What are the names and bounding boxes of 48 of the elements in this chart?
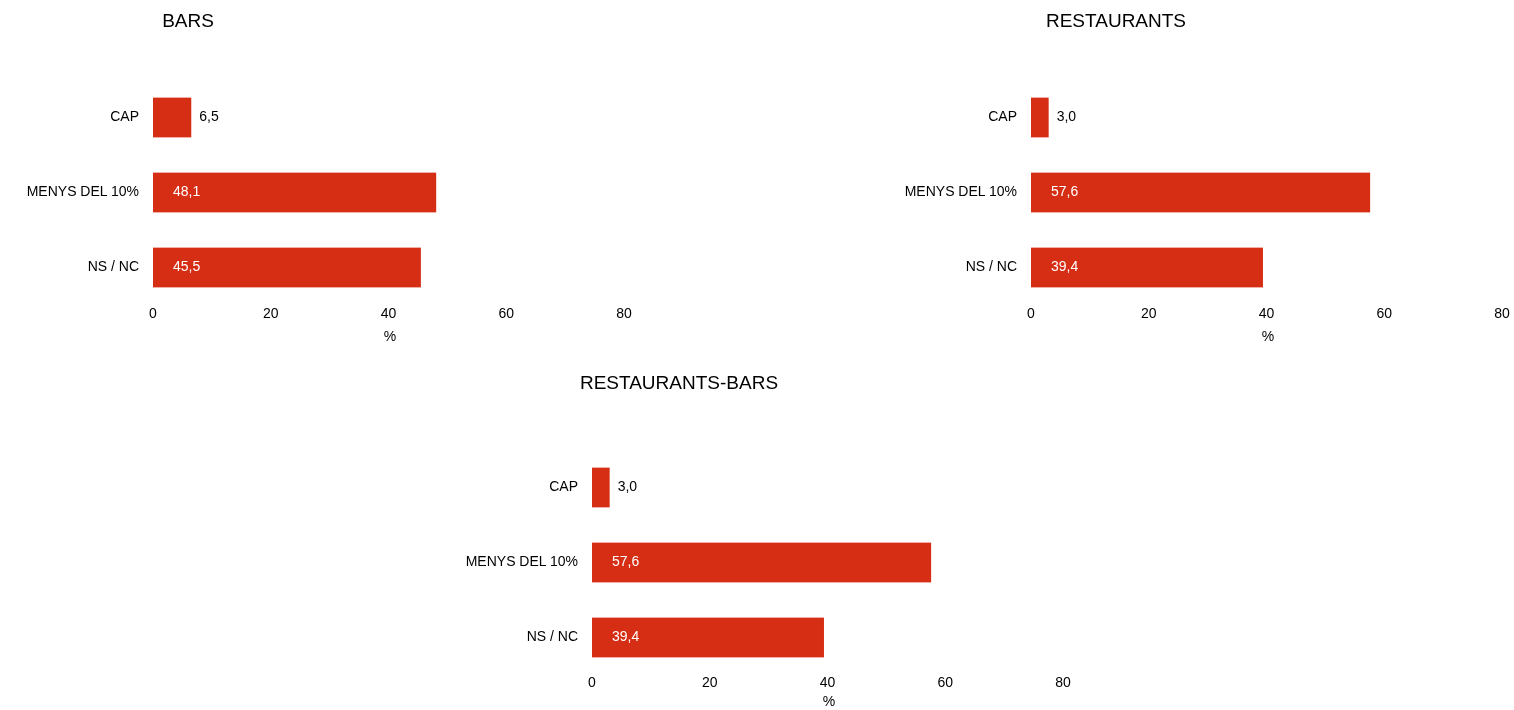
data-label: 45,5: [173, 258, 201, 275]
x-tick-label: 60: [498, 305, 515, 321]
data-label: 3,0: [617, 478, 638, 495]
bar: [153, 97, 192, 138]
x-tick-label: 20: [1140, 305, 1157, 321]
chart-title: BARS: [162, 10, 214, 31]
bar: [153, 247, 421, 288]
y-tick-label: MENYS DEL 10%: [26, 183, 139, 200]
x-tick-label: 80: [616, 305, 632, 321]
chart-title: RESTAURANTS-BARS: [579, 372, 779, 393]
x-tick-label: 0: [149, 305, 158, 321]
data-label: 39,4: [1051, 258, 1079, 275]
y-tick-label: NS / NC: [526, 628, 578, 645]
bar: [1031, 97, 1049, 138]
x-axis-title: %: [1261, 328, 1275, 344]
y-tick-label: NS / NC: [87, 258, 139, 275]
bar: [1031, 172, 1371, 213]
y-tick-label: CAP: [110, 108, 139, 125]
data-label: 6,5: [199, 108, 219, 125]
bar: [592, 617, 824, 658]
chart-title: RESTAURANTS: [1045, 10, 1187, 31]
x-tick-label: 80: [1055, 674, 1071, 690]
x-axis-title: %: [383, 328, 397, 344]
data-label: 57,6: [1051, 183, 1079, 200]
x-tick-label: 0: [1027, 305, 1036, 321]
x-axis-title: %: [822, 693, 836, 709]
bar: [592, 542, 932, 583]
x-tick-label: 40: [380, 305, 397, 321]
x-tick-label: 60: [1376, 305, 1393, 321]
x-tick-label: 40: [1258, 305, 1275, 321]
x-tick-label: 20: [262, 305, 279, 321]
data-label: 39,4: [612, 628, 640, 645]
bar: [592, 467, 610, 508]
y-tick-label: CAP: [988, 108, 1017, 125]
x-tick-label: 60: [937, 674, 954, 690]
data-label: 48,1: [173, 183, 201, 200]
bar: [153, 172, 437, 213]
bar: [1031, 247, 1263, 288]
y-tick-label: MENYS DEL 10%: [904, 183, 1017, 200]
y-tick-label: CAP: [549, 478, 578, 495]
x-tick-label: 40: [819, 674, 836, 690]
y-tick-label: NS / NC: [965, 258, 1017, 275]
data-label: 3,0: [1056, 108, 1077, 125]
x-tick-label: 0: [588, 674, 597, 690]
y-tick-label: MENYS DEL 10%: [465, 553, 578, 570]
x-tick-label: 20: [701, 674, 718, 690]
x-tick-label: 80: [1494, 305, 1510, 321]
data-label: 57,6: [612, 553, 640, 570]
